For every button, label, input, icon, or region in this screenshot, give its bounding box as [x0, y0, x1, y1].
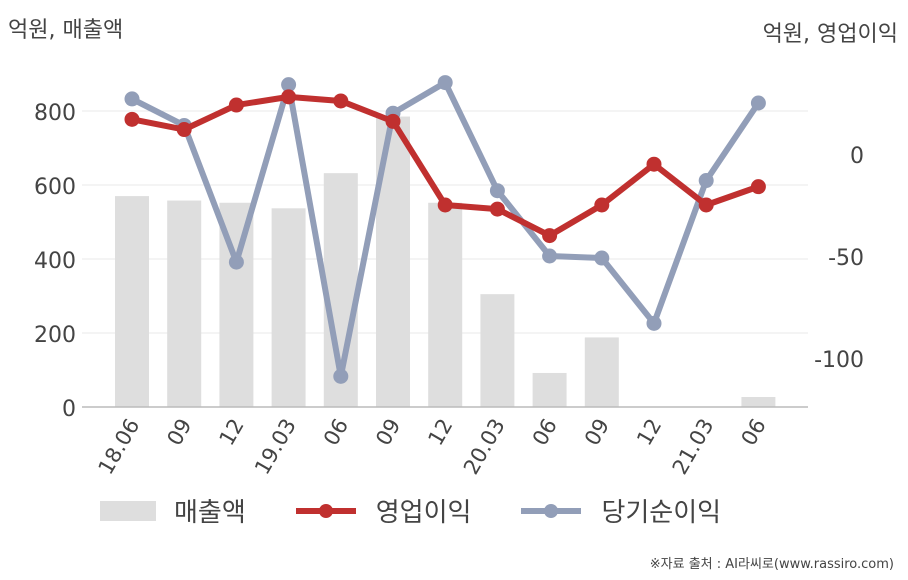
source-note: ※자료 출처 : AI라씨로(www.rassiro.com) — [649, 557, 894, 572]
bar-sales — [532, 372, 567, 407]
net-income-point — [437, 75, 453, 91]
operating-profit-point — [594, 197, 610, 213]
net-income-point — [333, 368, 349, 384]
bar-sales — [167, 200, 202, 407]
net-income-point — [594, 250, 610, 266]
category-label: 18.06 — [93, 415, 144, 479]
bar-sales — [115, 196, 149, 407]
legend: 매출액 영업이익 당기순이익 — [100, 492, 769, 529]
net-income-point — [646, 315, 662, 331]
operating-profit-point — [542, 228, 558, 244]
category-label: 12 — [423, 415, 457, 450]
operating-profit-point — [124, 111, 140, 127]
operating-profit-point — [281, 89, 297, 105]
legend-item-operating-profit: 영업이익 — [294, 492, 472, 529]
category-label: 06 — [528, 415, 562, 450]
legend-label-net-income: 당기순이익 — [601, 498, 722, 528]
category-label: 12 — [632, 415, 666, 450]
net-income-point — [228, 254, 244, 270]
right-tick-label: -50 — [828, 246, 864, 271]
operating-profit-point — [646, 156, 662, 172]
left-tick-label: 200 — [34, 323, 76, 348]
legend-swatch-sales — [100, 500, 156, 521]
net-income-point — [489, 183, 505, 199]
left-tick-label: 400 — [34, 249, 76, 274]
net-income-point — [124, 91, 140, 107]
category-label: 06 — [737, 415, 771, 450]
legend-item-sales: 매출액 — [100, 492, 246, 529]
category-label: 21.03 — [668, 415, 719, 479]
operating-profit-point — [228, 97, 244, 113]
bar-sales — [271, 208, 306, 407]
category-label: 09 — [162, 415, 196, 450]
category-label: 06 — [319, 415, 353, 450]
bar-sales — [584, 337, 619, 407]
legend-swatch-operating-profit — [295, 503, 356, 518]
bar-sales — [741, 397, 776, 407]
category-label: 12 — [215, 415, 249, 450]
operating-profit-point — [750, 179, 766, 195]
left-tick-label: 800 — [34, 101, 76, 126]
net-income-point — [542, 248, 558, 264]
category-label: 20.03 — [459, 415, 510, 479]
category-label: 09 — [371, 415, 405, 450]
operating-profit-point — [437, 197, 453, 213]
operating-profit-point — [489, 201, 505, 217]
legend-label-sales: 매출액 — [174, 498, 246, 528]
category-label: 19.03 — [250, 415, 301, 479]
net-income-point — [281, 77, 297, 93]
right-tick-label: 0 — [850, 144, 864, 169]
net-income-point — [750, 95, 766, 111]
operating-profit-point — [698, 197, 714, 213]
operating-profit-point — [385, 113, 401, 129]
left-tick-label: 600 — [34, 175, 76, 200]
left-axis-unit: 억원, 매출액 — [8, 18, 124, 43]
operating-profit-point — [333, 93, 349, 109]
left-tick-label: 0 — [62, 397, 76, 422]
operating-profit-point — [176, 122, 192, 138]
net-income-point — [698, 173, 714, 189]
legend-item-net-income: 당기순이익 — [519, 492, 721, 529]
legend-swatch-net-income — [521, 503, 582, 518]
bar-sales — [480, 294, 515, 407]
category-label: 09 — [580, 415, 614, 450]
right-axis-unit: 억원, 영업이익 — [762, 22, 898, 47]
right-tick-label: -100 — [814, 348, 864, 373]
bar-sales — [428, 202, 463, 407]
legend-label-operating-profit: 영업이익 — [375, 498, 472, 528]
